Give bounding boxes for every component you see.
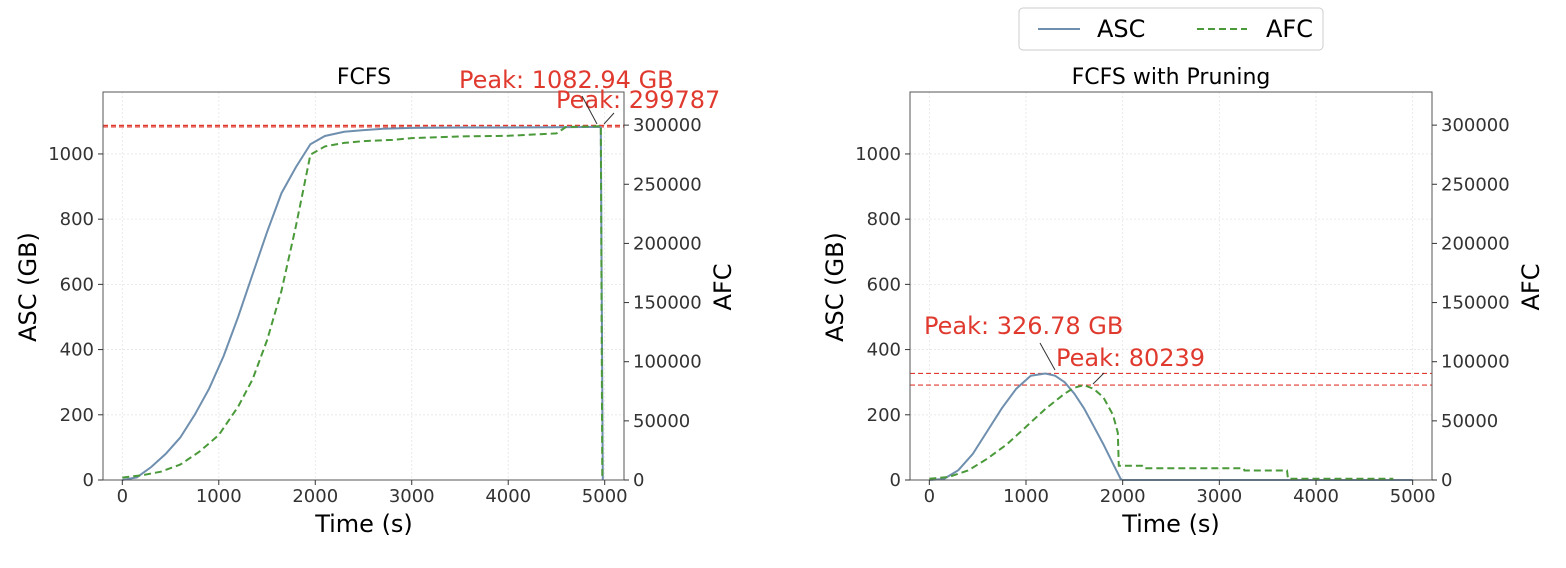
y-tick-label: 400 <box>60 340 94 361</box>
x-tick-label: 4000 <box>1293 486 1339 507</box>
y-tick-label: 0 <box>890 470 901 491</box>
plot-series <box>910 372 1432 481</box>
x-tick-label: 1000 <box>196 486 242 507</box>
legend-asc-label: ASC <box>1097 15 1145 43</box>
y2-tick-label: 250000 <box>1441 174 1510 195</box>
y-axis-label: ASC (GB) <box>14 232 42 342</box>
x-tick-label: 5000 <box>582 486 628 507</box>
x-tick-label: 3000 <box>389 486 435 507</box>
y-tick-label: 800 <box>867 209 901 230</box>
grid <box>910 92 1432 481</box>
y2-tick-label: 300000 <box>1441 115 1510 136</box>
x-tick-label: 2000 <box>292 486 338 507</box>
y2-tick-label: 50000 <box>1441 411 1498 432</box>
y2-tick-label: 150000 <box>1441 293 1510 314</box>
peak-asc-label: Peak: 1082.94 GB <box>459 66 674 94</box>
plot-frame <box>909 91 1433 481</box>
asc-series-line <box>929 372 1413 481</box>
afc-series-line <box>929 384 1394 480</box>
y2-tick-label: 50000 <box>633 411 690 432</box>
y2-tick-label: 200000 <box>633 233 702 254</box>
afc-series-line <box>122 122 604 481</box>
y2-tick-label: 150000 <box>633 293 702 314</box>
peak-afc-label: Peak: 299787 <box>556 86 720 114</box>
y-tick-label: 0 <box>83 470 94 491</box>
y2-axis-label: AFC <box>1517 264 1545 311</box>
peak-afc-arrow <box>1092 372 1105 385</box>
peak-arrows <box>1039 342 1105 385</box>
x-tick-label: 3000 <box>1196 486 1242 507</box>
y-tick-label: 800 <box>60 209 94 230</box>
y2-tick-label: 100000 <box>633 352 702 373</box>
peak-afc-arrow <box>603 112 615 125</box>
y-tick-label: 200 <box>867 405 901 426</box>
peak-asc-arrow <box>1039 342 1056 371</box>
axes: 0 1000 2000 3000 4000 50000200400600800100005… <box>855 91 1510 507</box>
y2-axis-label: AFC <box>709 264 737 311</box>
y-tick-label: 400 <box>867 340 901 361</box>
x-tick-label: 5000 <box>1390 486 1436 507</box>
legend: ASC AFC <box>1018 7 1324 51</box>
axes: 0 1000 2000 3000 4000 50000200400600800100005… <box>48 91 702 507</box>
chart-panel-fcfs: 0 1000 2000 3000 4000 50000200400600800100005… <box>14 65 737 538</box>
y2-tick-label: 100000 <box>1441 352 1510 373</box>
y2-tick-label: 0 <box>633 470 644 491</box>
peak-afc-label: Peak: 80239 <box>1056 344 1205 372</box>
peak-asc-label: Peak: 326.78 GB <box>924 312 1123 340</box>
grid <box>103 92 624 481</box>
x-axis-label: Time (s) <box>314 510 413 538</box>
y2-tick-label: 300000 <box>633 115 702 136</box>
plot-frame <box>102 91 625 481</box>
peak-arrows <box>581 95 615 125</box>
y-tick-label: 600 <box>867 274 901 295</box>
chart-title: FCFS <box>337 65 391 90</box>
y-tick-label: 1000 <box>855 144 901 165</box>
x-tick-label: 0 <box>117 486 128 507</box>
asc-series-line <box>122 125 604 481</box>
y2-tick-label: 250000 <box>633 174 702 195</box>
y-tick-label: 200 <box>60 405 94 426</box>
chart-panel-fcfs-pruning: 0 1000 2000 3000 4000 50000200400600800100005… <box>821 65 1545 538</box>
x-tick-label: 4000 <box>485 486 531 507</box>
y2-tick-label: 0 <box>1441 470 1452 491</box>
legend-box <box>1018 7 1324 51</box>
peak-asc-arrow <box>581 95 598 125</box>
x-tick-label: 0 <box>924 486 935 507</box>
legend-afc-label: AFC <box>1266 15 1313 43</box>
x-tick-label: 2000 <box>1100 486 1146 507</box>
y2-tick-label: 200000 <box>1441 233 1510 254</box>
y-axis-label: ASC (GB) <box>821 232 849 342</box>
x-tick-label: 1000 <box>1003 486 1049 507</box>
x-axis-label: Time (s) <box>1121 510 1220 538</box>
y-tick-label: 600 <box>60 274 94 295</box>
chart-title: FCFS with Pruning <box>1072 65 1271 90</box>
plot-series <box>103 122 624 481</box>
y-tick-label: 1000 <box>48 144 94 165</box>
